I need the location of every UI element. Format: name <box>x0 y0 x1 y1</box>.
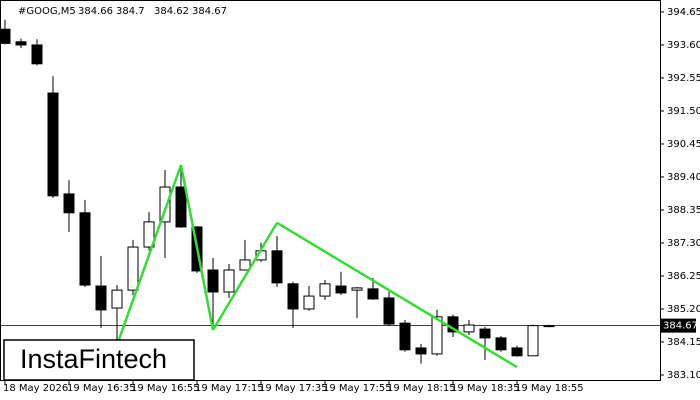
candle-body <box>63 193 75 214</box>
y-tick-label: 393.60 <box>667 40 700 51</box>
candle-body <box>367 288 379 300</box>
y-tick-label: 387.30 <box>667 238 700 249</box>
candle-body <box>319 283 331 297</box>
pattern-line <box>179 164 215 331</box>
candle-body <box>47 92 59 197</box>
candle-body <box>159 186 171 223</box>
candle-body <box>383 297 395 325</box>
y-tick-label: 390.45 <box>667 139 700 150</box>
candle-body <box>31 44 43 65</box>
candle-body <box>287 283 299 310</box>
pattern-line <box>115 164 183 346</box>
y-tick-label: 388.35 <box>667 205 700 216</box>
ohlc-value: 384.66 <box>78 6 113 17</box>
candle-body <box>495 337 507 351</box>
logo-box <box>3 339 195 381</box>
x-tick-label: 19 May 18:55 <box>515 383 584 394</box>
candle-body <box>239 259 251 271</box>
x-tick-label: 19 May 18:15 <box>387 383 456 394</box>
x-tick-label: 19 May 16:55 <box>131 383 200 394</box>
x-tick-label: 19 May 17:55 <box>323 383 392 394</box>
candle-body <box>271 250 283 284</box>
ohlc-value: 384.7 <box>116 6 145 17</box>
candle-body <box>527 325 539 357</box>
candle-body <box>175 186 187 228</box>
candle-body <box>15 41 27 46</box>
candle-body <box>479 328 491 339</box>
price-label-box <box>660 318 696 333</box>
candle-body <box>399 322 411 351</box>
symbol: #GOOG,M5 <box>18 6 76 17</box>
candle-body <box>431 316 443 355</box>
y-tick-label: 383.10 <box>667 370 700 381</box>
candle-body <box>463 324 475 333</box>
x-tick-label: 19 May 16:35 <box>67 383 136 394</box>
candle-body <box>127 246 139 291</box>
x-tick-label: 19 May 18:35 <box>451 383 520 394</box>
candle-body <box>95 285 107 311</box>
y-tick-label: 385.20 <box>667 304 700 315</box>
plot-frame <box>0 0 661 381</box>
candle-body <box>223 269 235 293</box>
y-tick-label: 394.65 <box>667 7 700 18</box>
candle-body <box>207 269 219 293</box>
candle-body <box>351 287 363 291</box>
candle-body <box>415 347 427 355</box>
candle-body <box>0 28 11 44</box>
pattern-line <box>211 222 279 331</box>
y-tick-label: 386.25 <box>667 271 700 282</box>
pattern-line <box>276 221 518 369</box>
price-label: 384.67 <box>663 321 698 332</box>
candle-body <box>303 295 315 310</box>
candle-body <box>335 285 347 294</box>
ohlc-value: 384.67 <box>192 6 227 17</box>
x-tick-label: 19 May 17:15 <box>195 383 264 394</box>
y-tick-label: 389.40 <box>667 172 700 183</box>
candle-body <box>111 289 123 309</box>
candle-body <box>143 221 155 248</box>
ohlc-value: 384.62 <box>154 6 189 17</box>
x-tick-label: 18 May 2026 <box>3 383 68 394</box>
y-tick-label: 392.55 <box>667 73 700 84</box>
candle-body <box>79 212 91 286</box>
logo: InstaFintech <box>20 344 167 374</box>
y-tick-label: 391.50 <box>667 106 700 117</box>
y-tick-label: 384.15 <box>667 337 700 348</box>
candle-body <box>543 325 555 328</box>
x-tick-label: 19 May 17:35 <box>259 383 328 394</box>
candle-body <box>511 347 523 357</box>
